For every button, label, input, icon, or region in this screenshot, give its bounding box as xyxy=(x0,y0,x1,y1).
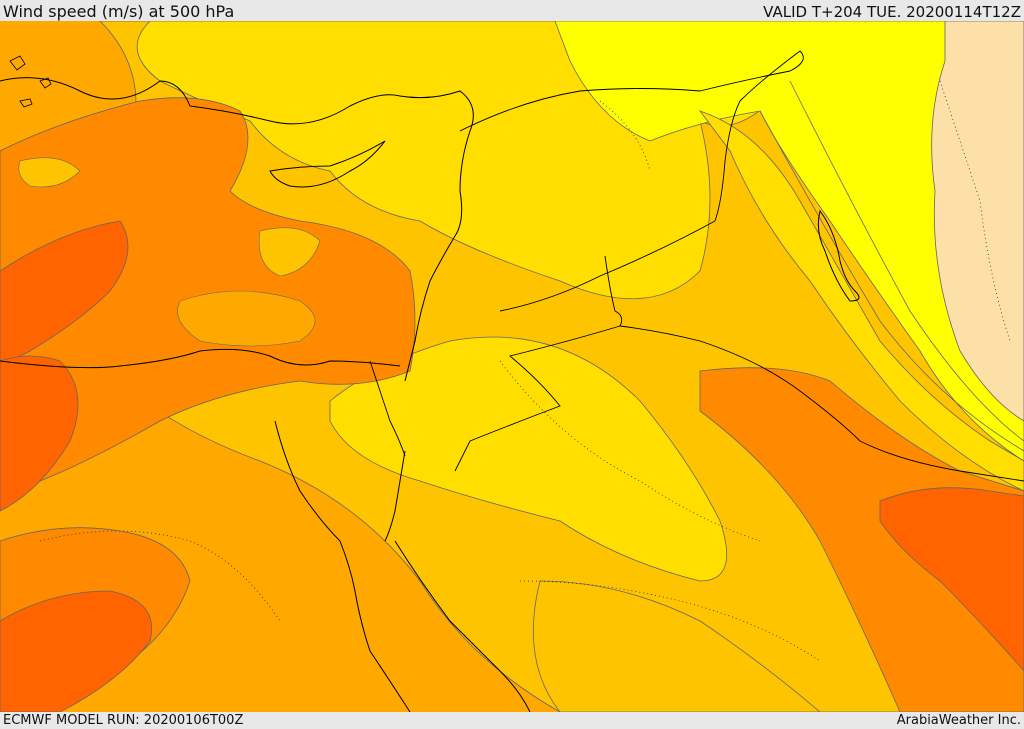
border-iraq-saudi xyxy=(604,255,1024,482)
islands-aegean xyxy=(9,55,52,108)
field-red-orange-left xyxy=(0,355,79,512)
border-turkey-syria xyxy=(459,50,804,132)
border-syria-iraq xyxy=(499,220,716,312)
field-light-orange-patch-1 xyxy=(258,227,321,277)
model-run: ECMWF MODEL RUN: 20200106T00Z xyxy=(3,713,244,728)
border-egypt-israel xyxy=(369,360,406,457)
coastline-levant xyxy=(404,130,471,382)
coastline-sinai-suez xyxy=(274,420,411,712)
coastline-egypt-north xyxy=(0,348,401,369)
field-bright-yellow xyxy=(554,21,1024,462)
contour-east-2 xyxy=(789,80,1024,442)
field-light-orange-south xyxy=(532,580,821,712)
wind-speed-map[interactable] xyxy=(0,21,1024,712)
map-title: Wind speed (m/s) at 500 hPa xyxy=(3,2,235,21)
field-light-orange-patch-2 xyxy=(177,290,316,347)
footer-bar: ECMWF MODEL RUN: 20200106T00Z ArabiaWeat… xyxy=(0,712,1024,729)
field-red-orange-west xyxy=(0,220,129,367)
header-bar: Wind speed (m/s) at 500 hPa VALID T+204 … xyxy=(0,0,1024,21)
coastline-red-sea-east xyxy=(394,540,531,712)
field-yellow-center xyxy=(329,336,727,582)
border-iraq-iran xyxy=(714,50,801,222)
contour-east-1 xyxy=(759,110,1024,452)
credit-label: ArabiaWeather Inc. xyxy=(896,713,1021,728)
field-light-orange-patch-3 xyxy=(18,157,81,188)
field-dark-orange-southeast xyxy=(699,367,1024,712)
border-jordan-saudi xyxy=(454,325,621,472)
field-red-orange-sw-core xyxy=(0,590,152,712)
coastline-aqaba xyxy=(384,450,406,542)
field-yellow-east xyxy=(698,110,1024,492)
coastline-gulf xyxy=(817,209,860,302)
field-very-light xyxy=(931,21,1024,422)
coastline-turkey xyxy=(0,77,474,132)
valid-time: VALID T+204 TUE. 20200114T12Z xyxy=(763,3,1021,21)
map-svg xyxy=(0,21,1024,712)
coastline-cyprus xyxy=(269,140,386,188)
field-red-orange-southeast xyxy=(879,487,1024,672)
